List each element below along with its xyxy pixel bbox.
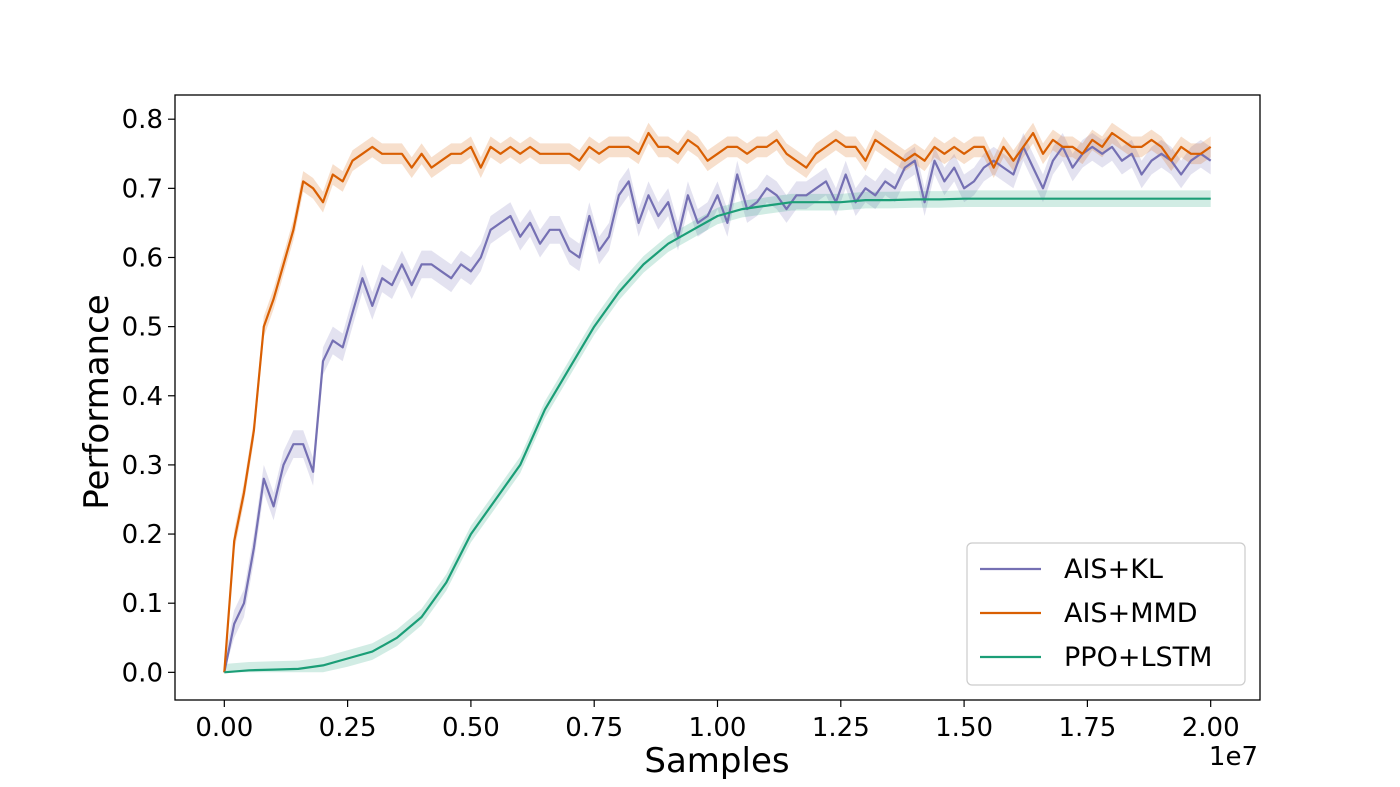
y-tick-label: 0.8 bbox=[122, 105, 163, 135]
y-tick-label: 0.1 bbox=[122, 589, 163, 619]
series-line-ppo-lstm bbox=[224, 197, 1211, 674]
x-axis-offset-label: 1e7 bbox=[1209, 742, 1258, 772]
legend-frame bbox=[966, 542, 1246, 686]
x-tick-label: 1.50 bbox=[935, 713, 993, 743]
y-tick-label: 0.0 bbox=[122, 658, 163, 688]
confidence-bands bbox=[224, 122, 1211, 673]
legend-label-ais-kl: AIS+KL bbox=[1064, 554, 1163, 585]
y-tick-label: 0.4 bbox=[122, 382, 163, 412]
legend-label-ppo-lstm: PPO+LSTM bbox=[1064, 642, 1212, 673]
band-ais-kl bbox=[224, 133, 1211, 673]
x-tick-label: 0.00 bbox=[195, 713, 253, 743]
series-line-ais-mmd bbox=[223, 131, 1212, 673]
y-axis-ticks: 0.0 0.1 0.2 0.3 0.4 0.5 0.6 0.7 0.8 bbox=[122, 105, 175, 688]
y-tick-label: 0.2 bbox=[122, 520, 163, 550]
y-tick-label: 0.3 bbox=[122, 451, 163, 481]
x-tick-label: 1.75 bbox=[1058, 713, 1116, 743]
legend-label-ais-mmd: AIS+MMD bbox=[1064, 598, 1198, 629]
x-tick-label: 0.50 bbox=[442, 713, 500, 743]
y-tick-label: 0.5 bbox=[122, 313, 163, 343]
series-lines bbox=[223, 131, 1212, 674]
x-tick-label: 1.00 bbox=[689, 713, 747, 743]
legend: AIS+KL AIS+MMD PPO+LSTM bbox=[966, 542, 1246, 686]
x-tick-label: 1.25 bbox=[812, 713, 870, 743]
x-axis-title: Samples bbox=[644, 741, 789, 781]
x-tick-label: 0.75 bbox=[565, 713, 623, 743]
series-line-ais-kl bbox=[223, 145, 1212, 673]
y-tick-label: 0.7 bbox=[122, 174, 163, 204]
y-tick-label: 0.6 bbox=[122, 243, 163, 273]
y-axis-title: Performance bbox=[77, 294, 117, 509]
x-tick-label: 2.00 bbox=[1182, 713, 1240, 743]
x-tick-label: 0.25 bbox=[319, 713, 377, 743]
x-axis-ticks: 0.00 0.25 0.50 0.75 1.00 1.25 1.50 1.75 2.00 bbox=[195, 700, 1240, 743]
